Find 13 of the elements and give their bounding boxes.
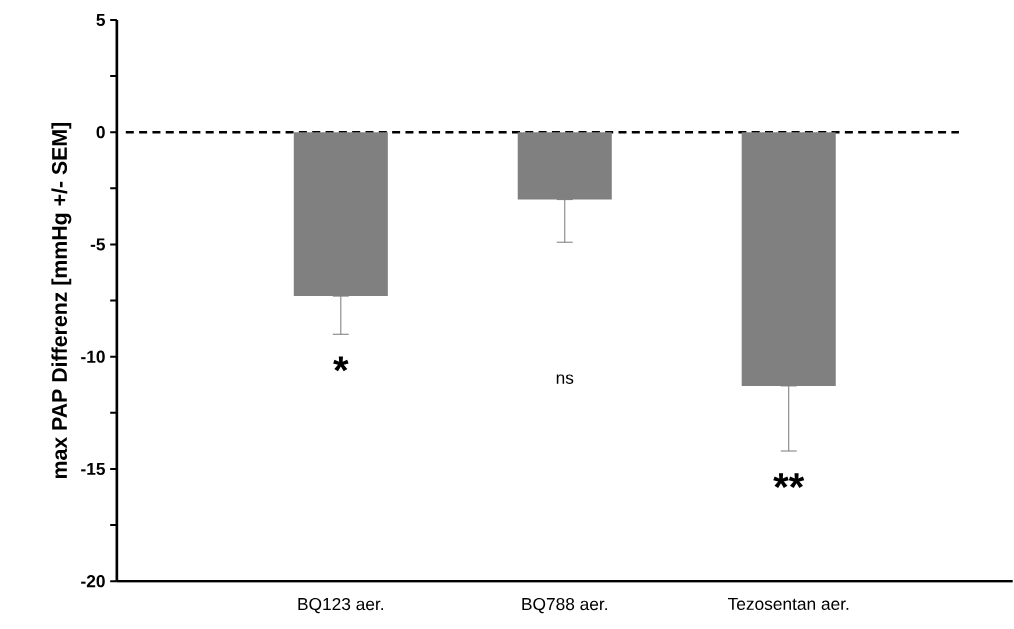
y-tick-label: 5 — [96, 13, 106, 26]
x-tick-label: Tezosentan aer. — [728, 597, 849, 610]
y-tick-label: -10 — [81, 350, 105, 363]
annotation: ** — [773, 473, 805, 488]
annotation: ns — [556, 374, 574, 384]
x-tick-label: BQ788 aer. — [522, 597, 607, 614]
y-tick-label: -15 — [81, 462, 106, 475]
y-axis-title: max PAP Differenz [mmHg +/- SEM] — [51, 122, 72, 478]
x-tick-label: BQ123 aer. — [298, 597, 384, 614]
y-tick-label: -20 — [81, 575, 105, 588]
y-tick-label: -5 — [90, 238, 106, 251]
y-tick-label: 0 — [96, 126, 105, 139]
annotation: * — [333, 356, 349, 372]
